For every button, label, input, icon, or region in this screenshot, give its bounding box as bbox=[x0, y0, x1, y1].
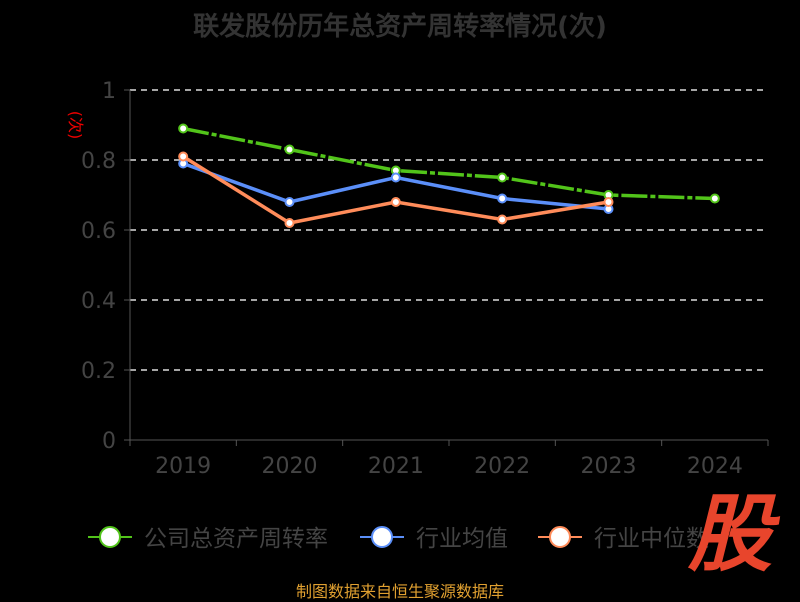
legend-marker bbox=[549, 526, 571, 548]
data-point bbox=[390, 197, 401, 207]
y-axis-label: (次) bbox=[66, 111, 85, 140]
legend-label: 行业均值 bbox=[416, 526, 508, 552]
data-point bbox=[709, 193, 720, 204]
data-point bbox=[390, 172, 401, 183]
y-tick-label: 0.4 bbox=[81, 289, 116, 314]
y-tick-label: 0.8 bbox=[81, 149, 116, 174]
data-point bbox=[497, 193, 508, 204]
x-tick-label: 2019 bbox=[155, 454, 211, 479]
data-point bbox=[284, 218, 295, 228]
watermark-logo: 股 bbox=[688, 485, 773, 583]
x-tick-label: 2022 bbox=[474, 454, 530, 479]
legend-marker bbox=[371, 526, 393, 548]
x-tick-label: 2020 bbox=[262, 454, 318, 479]
data-point bbox=[178, 151, 189, 162]
source-note: 制图数据来自恒生聚源数据库 bbox=[295, 582, 504, 601]
legend-marker bbox=[99, 526, 121, 548]
data-point bbox=[497, 172, 508, 183]
data-point bbox=[497, 214, 508, 225]
x-tick-label: 2024 bbox=[687, 454, 743, 479]
y-tick-label: 1 bbox=[102, 79, 116, 104]
data-point bbox=[603, 197, 614, 207]
y-tick-label: 0.6 bbox=[81, 219, 116, 244]
y-tick-label: 0 bbox=[102, 429, 116, 454]
data-point bbox=[284, 144, 295, 155]
x-tick-label: 2023 bbox=[581, 454, 637, 479]
series-line-0 bbox=[182, 126, 715, 201]
legend-label: 行业中位数 bbox=[594, 526, 709, 552]
data-point bbox=[284, 197, 295, 207]
legend-label: 公司总资产周转率 bbox=[144, 526, 328, 552]
x-tick-label: 2021 bbox=[368, 454, 424, 479]
data-point bbox=[178, 123, 189, 134]
y-tick-label: 0.2 bbox=[81, 359, 116, 384]
chart-title: 联发股份历年总资产周转率情况(次) bbox=[193, 12, 607, 42]
